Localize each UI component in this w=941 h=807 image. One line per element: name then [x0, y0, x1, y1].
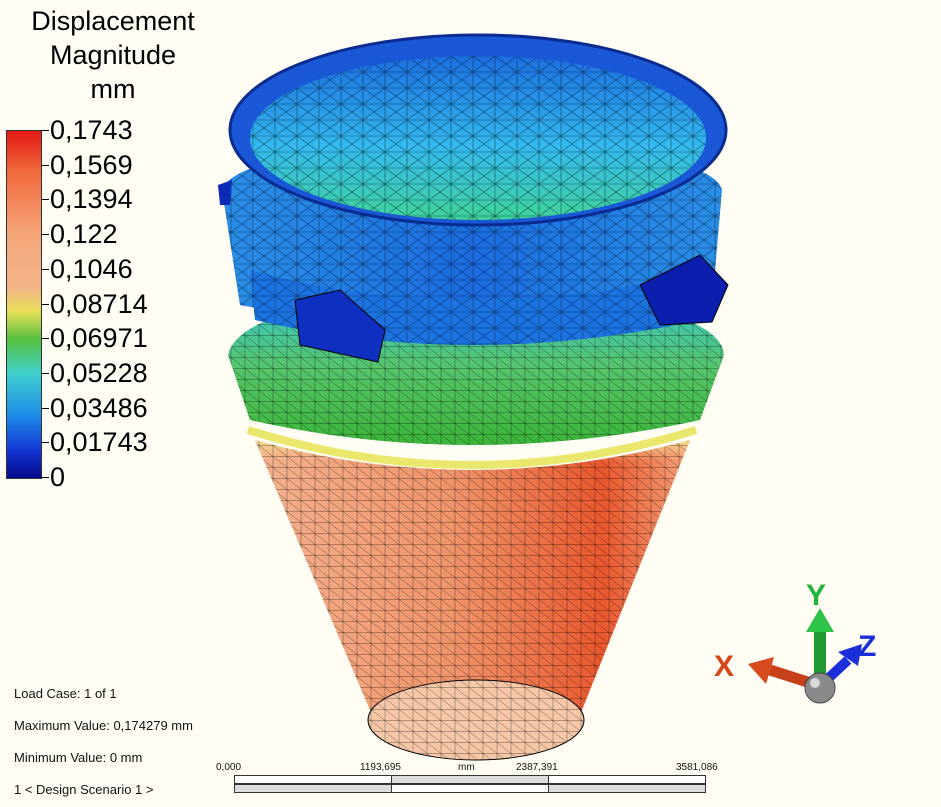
legend-tick-label: 0,03486	[50, 392, 148, 423]
scale-label-3: 3581,086	[676, 762, 718, 773]
legend-title-line1: Displacement	[31, 6, 195, 36]
legend-tick-label: 0,06971	[50, 323, 148, 354]
lifting-brackets	[218, 180, 729, 363]
axis-triad[interactable]: X Y Z	[714, 579, 876, 704]
axis-label-z: Z	[858, 630, 876, 663]
axis-label-y: Y	[806, 579, 826, 612]
scale-bar	[234, 775, 706, 795]
legend-tick-label: 0,1569	[50, 149, 133, 180]
min-value-text: Minimum Value: 0 mm	[14, 750, 143, 765]
legend-tick-mark	[41, 477, 49, 478]
legend-tick-label: 0,1743	[50, 115, 133, 145]
scale-seg-4	[234, 784, 392, 793]
legend-tick-mark	[41, 164, 49, 166]
legend-color-bar	[6, 130, 42, 479]
upper-bowl	[222, 33, 728, 345]
legend-tick-mark	[41, 372, 49, 374]
legend-tick-label: 0,01743	[50, 427, 148, 458]
scale-seg-5	[391, 775, 549, 784]
legend-tick-label: 0	[50, 462, 66, 492]
scale-seg-2	[391, 784, 549, 793]
legend-unit: mm	[90, 74, 136, 104]
legend-tick-label: 0,08714	[50, 288, 148, 319]
max-value-text: Maximum Value: 0,174279 mm	[14, 718, 193, 733]
scale-seg-1	[234, 775, 392, 784]
legend-tick-label: 0,05228	[50, 357, 148, 388]
bottom-ring	[367, 679, 585, 761]
cone-body	[255, 440, 690, 728]
legend-tick-mark	[41, 268, 49, 270]
legend-tick-mark	[41, 338, 49, 340]
legend-tick-label: 0,1046	[50, 253, 133, 284]
scale-seg-6	[548, 784, 706, 793]
scale-unit: mm	[458, 762, 475, 773]
scale-label-1: 1193,695	[360, 762, 401, 773]
legend-tick-mark	[41, 442, 49, 444]
axis-label-x: X	[714, 650, 734, 683]
legend-tick-mark	[41, 303, 49, 305]
legend-tick-label: 0,122	[50, 219, 118, 250]
design-scenario-text: 1 < Design Scenario 1 >	[14, 782, 154, 797]
load-case-text: Load Case: 1 of 1	[14, 686, 117, 701]
scale-label-0: 0,000	[216, 762, 242, 773]
legend-tick-mark	[41, 407, 49, 409]
legend-title-line2: Magnitude	[49, 40, 177, 70]
legend-tick-mark	[41, 130, 49, 131]
legend-tick-mark	[41, 234, 49, 236]
scale-label-2: 2387,391	[516, 762, 558, 773]
legend-tick-mark	[41, 199, 49, 201]
legend-tick-label: 0,1394	[50, 184, 133, 215]
scale-seg-3	[548, 775, 706, 784]
